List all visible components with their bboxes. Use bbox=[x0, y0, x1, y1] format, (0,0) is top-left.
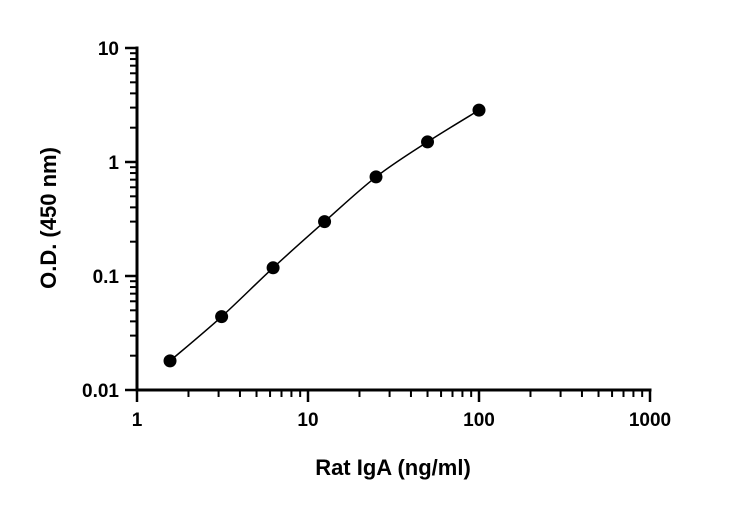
data-point bbox=[266, 261, 280, 275]
data-points bbox=[163, 103, 486, 368]
x-tick-label: 1000 bbox=[629, 410, 671, 431]
y-tick-label: 0.01 bbox=[82, 381, 119, 402]
x-tick-label: 100 bbox=[463, 410, 495, 431]
fit-curve bbox=[169, 109, 480, 362]
x-tick-label: 1 bbox=[132, 410, 143, 431]
y-tick-label: 10 bbox=[98, 39, 119, 60]
data-point bbox=[318, 215, 332, 229]
y-axis-label: O.D. (450 nm) bbox=[36, 147, 61, 289]
x-axis-label: Rat IgA (ng/ml) bbox=[315, 455, 471, 480]
y-tick-label: 0.1 bbox=[93, 267, 120, 288]
tick-labels: 1 10 100 1000 0.01 0.1 1 10 bbox=[82, 39, 671, 431]
data-point bbox=[369, 170, 383, 184]
data-point bbox=[421, 135, 435, 149]
y-tick-label: 1 bbox=[108, 153, 119, 174]
x-tick-label: 10 bbox=[297, 410, 318, 431]
data-point bbox=[163, 354, 177, 368]
axis-ticks bbox=[125, 46, 652, 402]
data-point bbox=[472, 103, 486, 117]
data-point bbox=[215, 310, 229, 324]
